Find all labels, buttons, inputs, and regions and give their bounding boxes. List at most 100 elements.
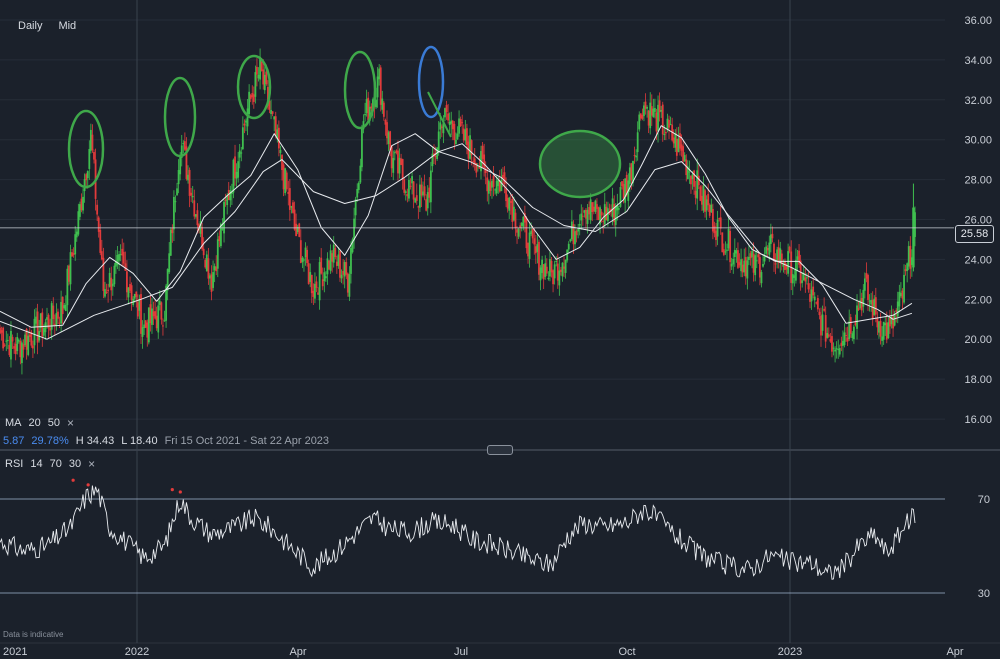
- candle-body: [816, 298, 819, 310]
- candle-body: [88, 148, 91, 169]
- candle-body: [158, 300, 161, 305]
- candle-body: [339, 250, 341, 278]
- rsi-period[interactable]: 14: [30, 458, 43, 470]
- candle-body: [459, 119, 462, 127]
- candle-body: [274, 116, 277, 136]
- candle-body: [57, 311, 59, 319]
- candle-body: [633, 155, 636, 157]
- ma-period-2[interactable]: 50: [47, 417, 60, 429]
- rsi-overbought-mark: [71, 478, 75, 482]
- candle-body: [10, 330, 12, 360]
- candle-body: [907, 246, 910, 267]
- candle-body: [498, 181, 501, 192]
- candle-body: [11, 336, 14, 342]
- candle-body: [3, 344, 6, 346]
- candle-body: [93, 152, 95, 160]
- candle-body: [321, 279, 324, 287]
- candle-body: [857, 307, 860, 311]
- candle-body: [165, 285, 167, 321]
- candle-body: [111, 283, 114, 287]
- pane-resize-handle[interactable]: [487, 445, 513, 455]
- candle-body: [713, 225, 716, 234]
- candle-body: [462, 128, 465, 141]
- candle-body: [141, 327, 144, 337]
- annotation-ellipse: [163, 76, 197, 158]
- candle-body: [146, 322, 149, 338]
- candle-body: [597, 207, 600, 221]
- candle-body: [143, 324, 146, 329]
- candle-body: [368, 106, 371, 122]
- candle-body: [381, 98, 384, 110]
- candle-body: [788, 246, 791, 252]
- candle-body: [304, 247, 307, 258]
- candle-body: [762, 264, 764, 267]
- candle-body: [215, 266, 218, 272]
- candle-body: [370, 106, 373, 109]
- candle-body: [367, 97, 370, 121]
- candle-body: [680, 144, 683, 151]
- time-tick-label: Oct: [618, 646, 635, 658]
- candle-body: [661, 104, 664, 135]
- daily-button[interactable]: Daily: [18, 20, 43, 32]
- candle-body: [614, 206, 617, 225]
- candle-body: [536, 244, 539, 252]
- candle-body: [415, 195, 418, 201]
- candle-body: [682, 146, 685, 162]
- candle-body: [862, 289, 865, 307]
- candle-body: [607, 208, 609, 222]
- candle-body: [335, 261, 338, 266]
- candle-body: [516, 229, 518, 233]
- candle-body: [564, 259, 567, 273]
- candle-body: [632, 160, 634, 183]
- rsi-upper[interactable]: 70: [49, 458, 62, 470]
- candle-body: [149, 304, 152, 324]
- candle-body: [481, 145, 484, 159]
- ma-period-1[interactable]: 20: [28, 417, 41, 429]
- candle-body: [616, 205, 619, 211]
- candle-body: [270, 109, 272, 114]
- candle-body: [97, 217, 100, 232]
- candle-body: [212, 272, 214, 288]
- candle-body: [801, 280, 804, 283]
- candle-body: [218, 236, 221, 242]
- mid-button[interactable]: Mid: [58, 20, 77, 32]
- candle-body: [234, 156, 236, 179]
- candle-body: [196, 210, 199, 226]
- candle-body: [378, 68, 381, 80]
- candle-body: [115, 260, 117, 267]
- candle-body: [881, 336, 883, 341]
- candle-body: [365, 98, 368, 113]
- candle-body: [324, 276, 327, 279]
- candle-body: [856, 305, 858, 329]
- candle-body: [591, 202, 594, 213]
- candle-body: [129, 284, 131, 291]
- candle-body: [71, 252, 73, 257]
- rsi-close-icon[interactable]: ×: [88, 457, 96, 471]
- candle-body: [152, 311, 155, 317]
- candle-body: [812, 286, 815, 296]
- candle-body: [395, 150, 398, 153]
- candle-body: [412, 181, 415, 200]
- candle-body: [473, 158, 476, 164]
- candle-body: [827, 334, 830, 337]
- candle-body: [693, 170, 695, 187]
- candle-body: [743, 260, 746, 273]
- ma-close-icon[interactable]: ×: [67, 416, 75, 430]
- candle-body: [525, 217, 528, 249]
- candle-body: [621, 181, 623, 187]
- candle-body: [889, 317, 891, 327]
- candle-body: [630, 163, 633, 181]
- candle-body: [639, 113, 642, 119]
- candle-body: [906, 263, 909, 271]
- candle-body: [69, 252, 72, 285]
- candle-body: [719, 217, 722, 229]
- candle-body: [560, 269, 562, 272]
- rsi-lower[interactable]: 30: [68, 458, 82, 470]
- candle-body: [867, 274, 869, 300]
- candle-body: [179, 154, 182, 175]
- candle-body: [240, 152, 243, 154]
- candle-body: [154, 311, 157, 319]
- candle-body: [575, 230, 578, 236]
- candle-body: [754, 255, 757, 276]
